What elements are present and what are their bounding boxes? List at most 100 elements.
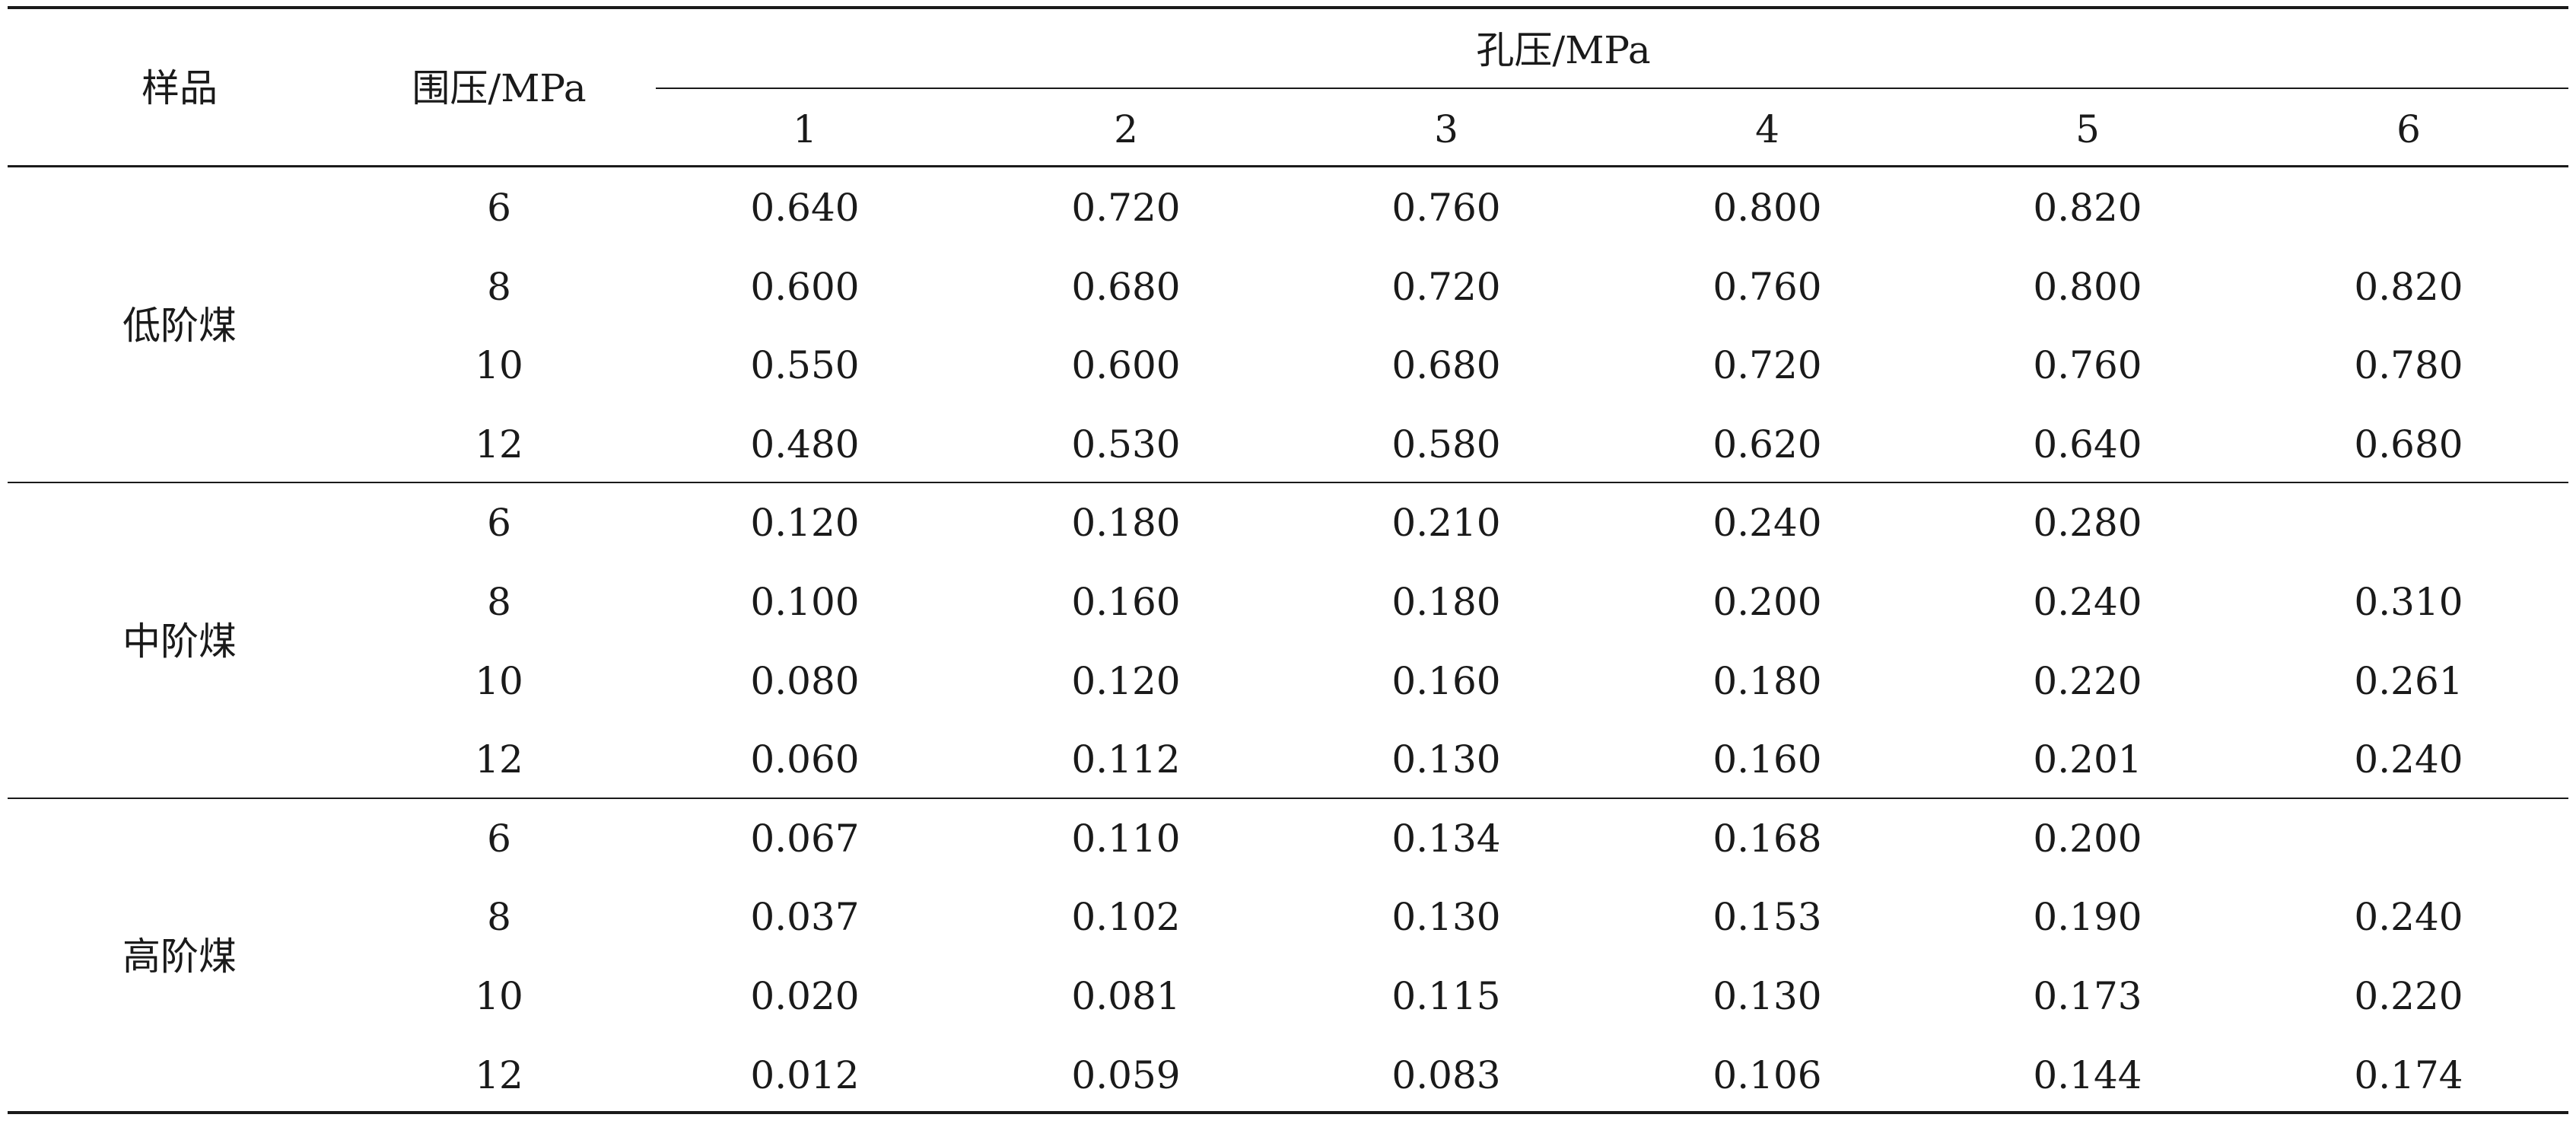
value-cell: 0.059 (1071, 1052, 1181, 1097)
value-cell: 0.720 (1071, 186, 1181, 230)
value-cell: 0.180 (1391, 580, 1501, 624)
pore-pressure-level: 1 (793, 107, 817, 151)
value-cell: 0.800 (1713, 186, 1822, 230)
value-cell: 0.310 (2354, 580, 2463, 624)
value-cell: 0.800 (2033, 264, 2142, 309)
value-cell: 0.760 (2033, 343, 2142, 388)
value-cell: 0.160 (1071, 580, 1181, 624)
value-cell: 0.200 (1713, 580, 1822, 624)
value-cell: 0.680 (2354, 422, 2463, 466)
value-cell: 0.760 (1713, 264, 1822, 309)
value-cell: 0.210 (1391, 501, 1501, 546)
confining-pressure-cell: 12 (475, 1052, 523, 1097)
confining-pressure-cell: 8 (487, 264, 511, 309)
sample-label: 高阶煤 (122, 935, 237, 979)
value-cell: 0.130 (1713, 974, 1822, 1018)
value-cell: 0.174 (2354, 1052, 2463, 1097)
value-cell: 0.600 (750, 264, 860, 309)
value-cell: 0.200 (2033, 816, 2142, 861)
value-cell: 0.261 (2354, 658, 2463, 703)
value-cell: 0.106 (1713, 1052, 1822, 1097)
confining-pressure-cell: 10 (475, 343, 523, 388)
value-cell: 0.580 (1391, 422, 1501, 466)
value-cell: 0.600 (1071, 343, 1181, 388)
value-cell: 0.180 (1071, 501, 1181, 546)
value-cell: 0.550 (750, 343, 860, 388)
confining-pressure-cell: 6 (487, 501, 511, 546)
value-cell: 0.190 (2033, 895, 2142, 940)
top-rule (8, 6, 2568, 9)
value-cell: 0.160 (1391, 658, 1501, 703)
value-cell: 0.110 (1071, 816, 1181, 861)
value-cell: 0.168 (1713, 816, 1822, 861)
value-cell: 0.173 (2033, 974, 2142, 1018)
value-cell: 0.480 (750, 422, 860, 466)
value-cell: 0.020 (750, 974, 860, 1018)
value-cell: 0.067 (750, 816, 860, 861)
value-cell: 0.112 (1071, 737, 1181, 782)
sample-label: 低阶煤 (122, 304, 237, 349)
value-cell: 0.080 (750, 658, 860, 703)
confining-pressure-cell: 6 (487, 816, 511, 861)
pore-pressure-subrule (656, 88, 2568, 89)
value-cell: 0.760 (1391, 186, 1501, 230)
value-cell: 0.680 (1071, 264, 1181, 309)
value-cell: 0.780 (2354, 343, 2463, 388)
value-cell: 0.160 (1713, 737, 1822, 782)
value-cell: 0.144 (2033, 1052, 2142, 1097)
confining-pressure-cell: 10 (475, 658, 523, 703)
value-cell: 0.720 (1713, 343, 1822, 388)
value-cell: 0.620 (1713, 422, 1822, 466)
confining-pressure-cell: 10 (475, 974, 523, 1018)
value-cell: 0.240 (2354, 895, 2463, 940)
pore-pressure-level: 6 (2396, 107, 2421, 151)
pore-pressure-level: 2 (1114, 107, 1138, 151)
value-cell: 0.680 (1391, 343, 1501, 388)
value-cell: 0.220 (2354, 974, 2463, 1018)
value-cell: 0.120 (1071, 658, 1181, 703)
value-cell: 0.240 (2354, 737, 2463, 782)
value-cell: 0.820 (2033, 186, 2142, 230)
bottom-rule (8, 1111, 2568, 1114)
value-cell: 0.037 (750, 895, 860, 940)
value-cell: 0.102 (1071, 895, 1181, 940)
value-cell: 0.012 (750, 1052, 860, 1097)
header-confining-pressure: 围压/MPa (412, 66, 587, 110)
value-cell: 0.640 (2033, 422, 2142, 466)
value-cell: 0.060 (750, 737, 860, 782)
sample-label: 中阶煤 (122, 619, 237, 664)
group-divider (8, 798, 2568, 799)
value-cell: 0.720 (1391, 264, 1501, 309)
pore-pressure-level: 3 (1434, 107, 1458, 151)
value-cell: 0.180 (1713, 658, 1822, 703)
confining-pressure-cell: 12 (475, 737, 523, 782)
header-bottom-rule (8, 165, 2568, 167)
value-cell: 0.820 (2354, 264, 2463, 309)
value-cell: 0.120 (750, 501, 860, 546)
value-cell: 0.100 (750, 580, 860, 624)
confining-pressure-cell: 6 (487, 186, 511, 230)
header-pore-pressure: 孔压/MPa (1476, 28, 1651, 72)
header-sample: 样品 (142, 66, 218, 110)
value-cell: 0.240 (1713, 501, 1822, 546)
value-cell: 0.530 (1071, 422, 1181, 466)
value-cell: 0.153 (1713, 895, 1822, 940)
value-cell: 0.220 (2033, 658, 2142, 703)
value-cell: 0.081 (1071, 974, 1181, 1018)
value-cell: 0.201 (2033, 737, 2142, 782)
value-cell: 0.240 (2033, 580, 2142, 624)
value-cell: 0.640 (750, 186, 860, 230)
confining-pressure-cell: 12 (475, 422, 523, 466)
value-cell: 0.115 (1391, 974, 1501, 1018)
confining-pressure-cell: 8 (487, 580, 511, 624)
value-cell: 0.130 (1391, 895, 1501, 940)
pore-pressure-level: 4 (1755, 107, 1779, 151)
value-cell: 0.130 (1391, 737, 1501, 782)
group-divider (8, 482, 2568, 483)
value-cell: 0.134 (1391, 816, 1501, 861)
value-cell: 0.083 (1391, 1052, 1501, 1097)
value-cell: 0.280 (2033, 501, 2142, 546)
pore-pressure-level: 5 (2075, 107, 2100, 151)
confining-pressure-cell: 8 (487, 895, 511, 940)
